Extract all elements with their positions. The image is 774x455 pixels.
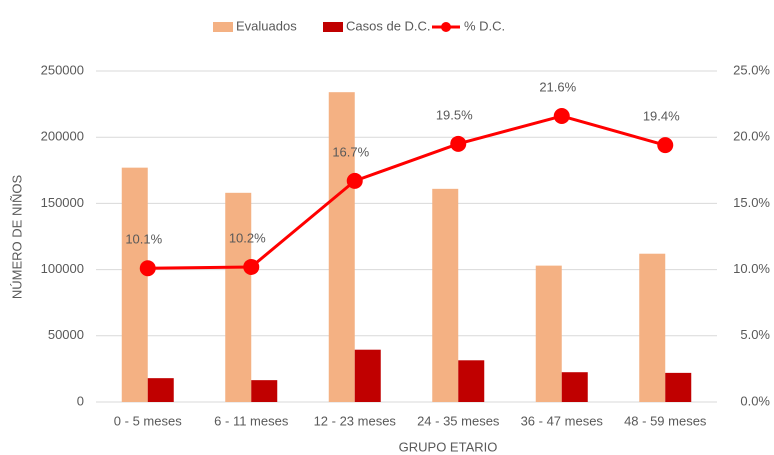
y2-tick-label: 0.0% xyxy=(740,393,770,408)
line-marker xyxy=(657,137,674,154)
bar xyxy=(458,360,485,402)
y2-tick-label: 25.0% xyxy=(733,62,770,77)
x-tick-label: 6 - 11 meses xyxy=(214,413,289,428)
line-marker xyxy=(450,135,467,152)
line-marker xyxy=(553,108,570,125)
x-axis-title: GRUPO ETARIO xyxy=(399,439,498,454)
y2-tick-label: 20.0% xyxy=(733,129,770,144)
bar xyxy=(561,372,588,402)
y-axis-title: NÚMERO DE NIÑOS xyxy=(9,175,24,300)
x-tick-label: 48 - 59 meses xyxy=(624,413,707,428)
y-tick-label: 100000 xyxy=(41,261,84,276)
x-tick-label: 36 - 47 meses xyxy=(521,413,604,428)
data-label: 21.6% xyxy=(539,79,576,94)
y-tick-label: 0 xyxy=(77,393,84,408)
line-marker xyxy=(346,172,363,189)
y2-tick-label: 15.0% xyxy=(733,195,770,210)
bar xyxy=(121,167,148,402)
x-tick-label: 12 - 23 meses xyxy=(314,413,397,428)
y2-tick-label: 10.0% xyxy=(733,261,770,276)
bar xyxy=(665,372,692,402)
bar xyxy=(535,265,562,402)
legend-label: Casos de D.C. xyxy=(346,18,431,33)
line xyxy=(147,114,666,270)
y-tick-label: 150000 xyxy=(41,195,84,210)
y-tick-label: 250000 xyxy=(41,62,84,77)
legend-swatch xyxy=(323,22,343,32)
line-marker xyxy=(139,260,156,277)
x-tick-label: 0 - 5 meses xyxy=(114,413,182,428)
x-tick-label: 24 - 35 meses xyxy=(417,413,500,428)
bar xyxy=(225,192,252,402)
legend-swatch xyxy=(213,22,233,32)
line-marker xyxy=(243,258,260,275)
data-label: 10.1% xyxy=(125,232,162,247)
legend-label: Evaluados xyxy=(236,18,297,33)
bar xyxy=(354,349,381,402)
data-label: 19.4% xyxy=(643,109,680,124)
bar xyxy=(639,253,666,402)
y-tick-label: 200000 xyxy=(41,129,84,144)
bar xyxy=(328,92,355,403)
y-tick-label: 50000 xyxy=(48,327,84,342)
data-label: 19.5% xyxy=(436,107,473,122)
y2-tick-label: 5.0% xyxy=(740,327,770,342)
bar xyxy=(147,378,174,402)
legend-label: % D.C. xyxy=(464,18,505,33)
bar xyxy=(251,380,278,402)
data-label: 16.7% xyxy=(332,144,369,159)
bar xyxy=(432,188,459,402)
legend-swatch xyxy=(441,22,451,32)
data-label: 10.2% xyxy=(229,230,266,245)
